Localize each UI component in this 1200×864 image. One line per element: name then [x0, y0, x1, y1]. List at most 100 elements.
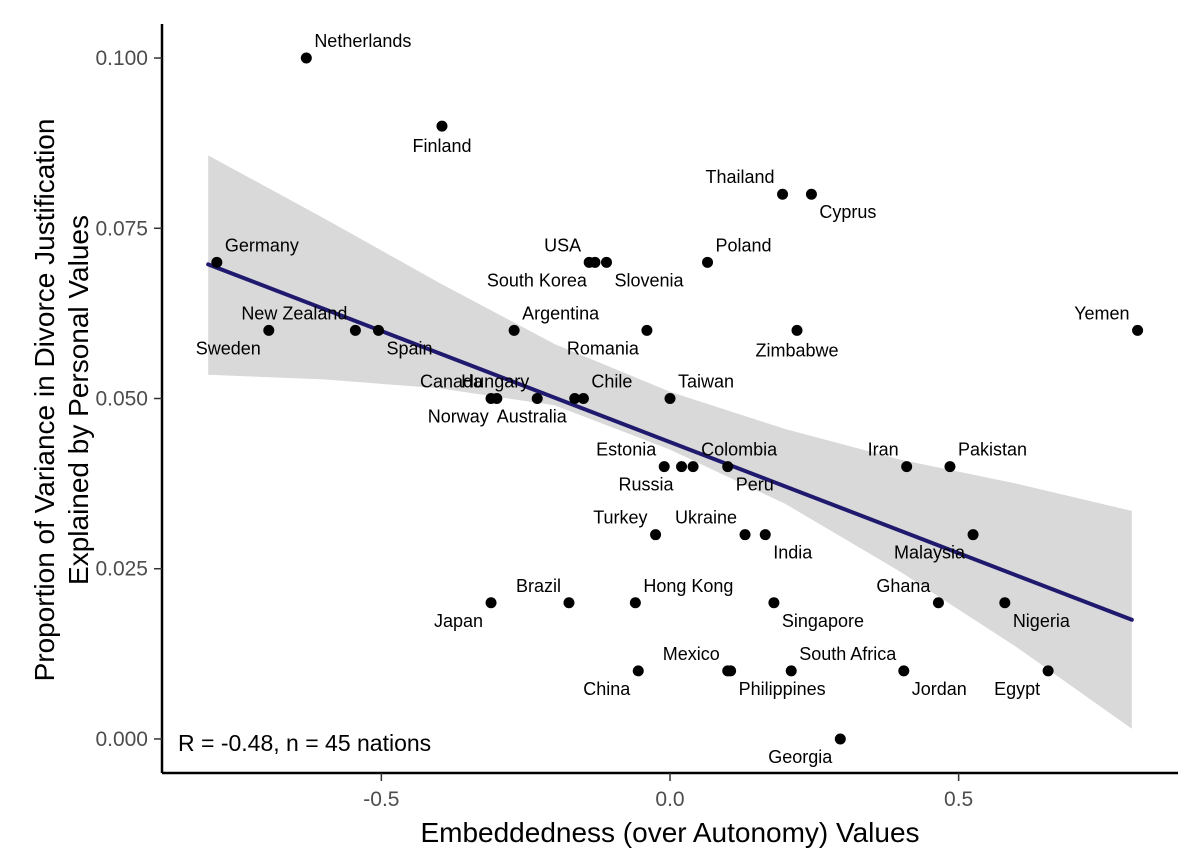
y-tick-label: 0.025	[95, 558, 148, 581]
point-hong-kong	[629, 597, 641, 609]
label-colombia: Colombia	[701, 440, 778, 460]
point-philippines	[725, 665, 737, 677]
label-estonia: Estonia	[596, 440, 657, 460]
point-nigeria	[999, 597, 1011, 609]
point-romania	[641, 324, 653, 336]
point-russia	[676, 461, 688, 473]
label-philippines: Philippines	[739, 679, 826, 699]
label-india: India	[773, 543, 813, 563]
label-hungary: Hungary	[461, 372, 529, 392]
label-georgia: Georgia	[768, 747, 833, 767]
label-cyprus: Cyprus	[819, 202, 876, 222]
y-tick-label: 0.000	[95, 728, 148, 751]
y-axis-title-line-1: Proportion of Variance in Divorce Justif…	[29, 119, 60, 682]
label-chile: Chile	[591, 372, 632, 392]
point-thailand	[777, 188, 789, 200]
point-japan	[485, 597, 497, 609]
point-slovenia	[601, 256, 612, 268]
label-japan: Japan	[434, 611, 483, 631]
label-russia: Russia	[619, 475, 675, 495]
label-finland: Finland	[412, 136, 471, 156]
point-turkey	[650, 529, 662, 541]
trend-line-layer	[206, 262, 1134, 622]
label-brazil: Brazil	[516, 576, 561, 596]
y-axis-title-group: Proportion of Variance in Divorce Justif…	[29, 119, 94, 682]
x-tick-label: -0.5	[363, 788, 399, 811]
label-argentina: Argentina	[522, 303, 600, 323]
label-new-zealand: New Zealand	[241, 303, 347, 323]
label-pakistan: Pakistan	[958, 440, 1027, 460]
point-norway	[491, 393, 503, 404]
point-labels-layer: Netherlands Finland Thailand Cyprus Germany U…	[196, 31, 1130, 767]
label-iran: Iran	[868, 440, 899, 460]
label-norway: Norway	[428, 407, 489, 427]
label-romania: Romania	[567, 338, 640, 358]
point-chile	[577, 393, 589, 404]
points-layer	[211, 52, 1144, 745]
label-australia: Australia	[497, 407, 568, 427]
point-china	[632, 665, 644, 677]
y-tick-label: 0.050	[95, 388, 148, 411]
y-axis-title-line-2: Explained by Personal Values	[63, 215, 94, 585]
label-ukraine: Ukraine	[675, 508, 737, 528]
label-egypt: Egypt	[994, 679, 1040, 699]
label-jordan: Jordan	[912, 679, 967, 699]
label-south-africa: South Africa	[799, 644, 897, 664]
label-south-korea: South Korea	[487, 270, 588, 290]
label-canada: Canada	[420, 372, 484, 392]
label-china: China	[583, 679, 631, 699]
label-germany: Germany	[225, 235, 299, 255]
label-netherlands: Netherlands	[314, 31, 411, 51]
label-sweden: Sweden	[196, 338, 261, 358]
label-spain: Spain	[386, 338, 432, 358]
point-sweden	[263, 324, 275, 336]
label-ghana: Ghana	[876, 576, 931, 596]
label-slovenia: Slovenia	[615, 270, 685, 290]
label-malaysia: Malaysia	[894, 543, 966, 563]
point-new-zealand	[349, 324, 361, 336]
point-argentina	[508, 324, 520, 336]
point-iran	[901, 461, 913, 473]
label-yemen: Yemen	[1074, 303, 1129, 323]
point-south-africa	[785, 665, 797, 677]
x-tick-label: 0.5	[944, 788, 973, 811]
correlation-annotation: R = -0.48, n = 45 nations	[178, 730, 431, 756]
label-usa: USA	[544, 235, 581, 255]
point-poland	[702, 256, 714, 268]
ticks-layer: -0.5 0.0 0.5 0.000 0.025 0.050 0.075 0.100	[95, 47, 973, 811]
point-pakistan	[944, 461, 956, 473]
label-nigeria: Nigeria	[1013, 611, 1071, 631]
point-ghana	[932, 597, 944, 609]
point-estonia	[658, 461, 670, 473]
label-mexico: Mexico	[663, 644, 720, 664]
label-turkey: Turkey	[593, 508, 647, 528]
point-georgia	[834, 733, 846, 745]
point-ukraine	[739, 529, 751, 541]
label-poland: Poland	[716, 235, 772, 255]
x-axis-title: Embeddedness (over Autonomy) Values	[420, 817, 919, 848]
trend-line	[206, 262, 1134, 622]
point-colombia	[687, 461, 699, 473]
point-spain	[372, 324, 384, 336]
point-jordan	[898, 665, 910, 677]
point-south-korea	[589, 256, 601, 268]
y-tick-label: 0.100	[95, 47, 148, 70]
point-australia	[569, 393, 581, 404]
label-taiwan: Taiwan	[678, 372, 734, 392]
point-zimbabwe	[791, 324, 803, 336]
label-zimbabwe: Zimbabwe	[755, 340, 838, 360]
point-brazil	[563, 597, 575, 609]
y-tick-label: 0.075	[95, 217, 148, 240]
point-netherlands	[300, 52, 312, 64]
point-cyprus	[805, 188, 817, 200]
point-yemen	[1132, 324, 1144, 336]
label-thailand: Thailand	[706, 167, 775, 187]
point-taiwan	[664, 393, 676, 404]
label-hong-kong: Hong Kong	[643, 576, 733, 596]
label-singapore: Singapore	[782, 611, 864, 631]
point-hungary	[531, 393, 543, 404]
x-tick-label: 0.0	[655, 788, 684, 811]
point-finland	[436, 120, 448, 132]
label-peru: Peru	[736, 475, 774, 495]
